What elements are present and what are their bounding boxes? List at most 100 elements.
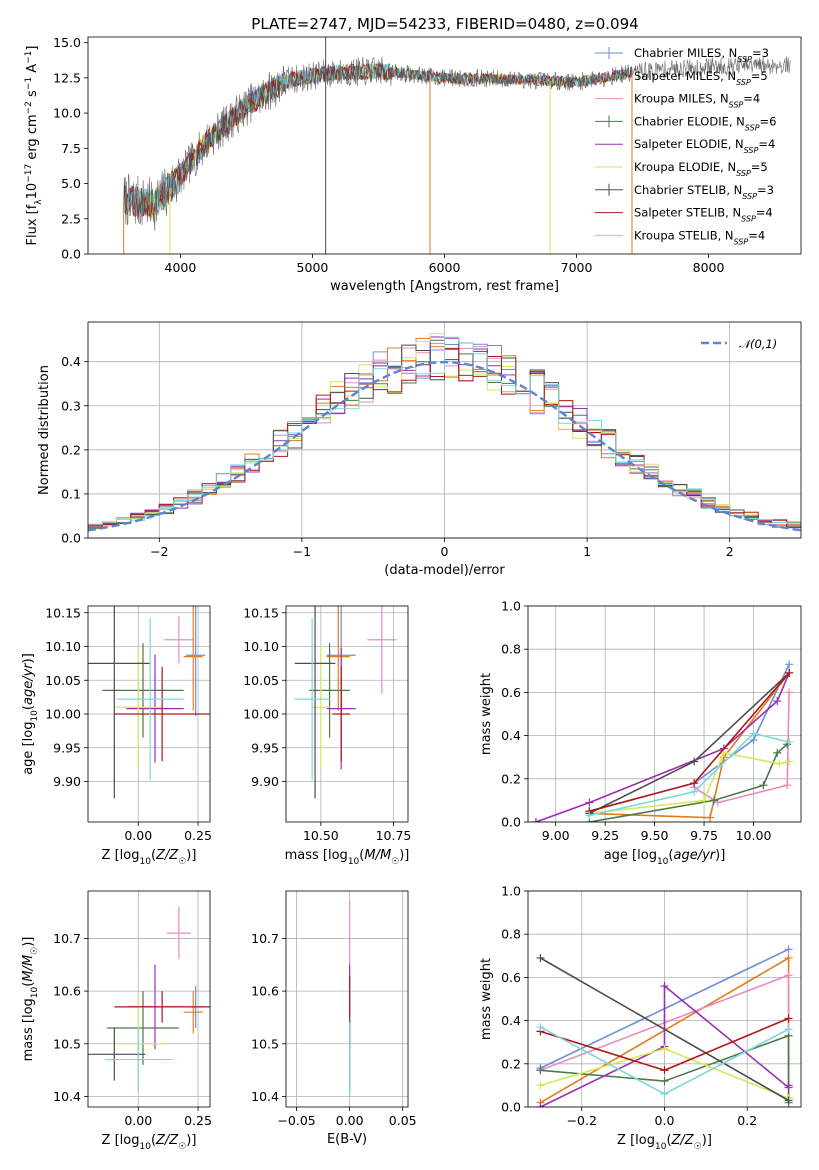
x-tick-label: 1 [583,544,591,559]
legend-entry-name: Kroupa STELIB, N [634,228,734,242]
label-part: ☉ [391,857,399,867]
y-tick-label: 7.5 [61,141,81,156]
axes-frame [285,890,409,1108]
x-tick-label: 5000 [297,260,329,275]
x-tick-label: −1 [293,544,311,559]
label-part: A [25,64,40,77]
label-part: s [25,90,40,101]
label-part: ( [666,1133,671,1148]
y-tick-label: 15.0 [53,35,81,50]
mass-weight-marker [706,813,714,822]
legend-entry-value: =4 [756,206,773,220]
y-tick-label: 0.2 [61,442,81,457]
label-part: ☉ [178,1142,186,1152]
legend-entry-name: Salpeter MILES, N [634,69,736,83]
label-part: 10 [657,857,669,867]
y-tick-label: 0.2 [501,1056,521,1071]
mass-weight-marker [784,945,793,954]
label-part: −2 [24,101,34,114]
y-tick-label: 9.90 [53,774,81,789]
label-part: Z/Z [155,848,179,863]
age_vs_mass-panel: 10.50 10.75 9.90 9.95 10.00 10.05 10.10 10.15 ma… [243,605,411,867]
axes-frame [527,890,802,1108]
observed-spectrum-line [123,56,791,231]
model-spectrum-line [123,63,633,217]
y-tick-label: 10.4 [251,1089,279,1104]
mass-weight-marker [784,1014,793,1023]
mass-weight-marker [783,781,792,790]
legend-entry: Chabrier MILES, NSSP=3 [634,46,769,64]
mass-weight-marker [784,971,793,980]
x-tick-label: 7000 [561,260,593,275]
y-tick-label: 9.95 [53,740,81,755]
mass-weight-marker [785,757,794,766]
y-tick-label: 10.00 [45,707,81,722]
y-tick-label: 10.05 [45,673,81,688]
spectrum-plot-area [123,37,791,254]
y-tick-label: 10.7 [53,931,81,946]
mass_vs_Z-plot-area [88,906,210,1092]
weights_vs_age-plot-area [531,660,794,822]
residuals-panel: −2 −1 0 1 2 0.0 0.1 0.2 0.3 0.4 (data-model)/error… [37,321,802,578]
x-tick-label: −0.05 [277,1113,315,1128]
x-tick-label: 9.00 [542,828,570,843]
x-axis-label: mass [log10(M/M☉)] [285,848,410,867]
mass-weight-marker [536,1103,545,1107]
x-axis-label: Z [log10(Z/Z☉)] [102,1133,197,1152]
weights_vs_Z-plot-area [536,945,793,1107]
y-tick-label: 0.8 [501,642,521,657]
mass-weight-marker [709,796,718,805]
mass_vs_EBV-panel: −0.05 0.00 0.05 10.4 10.5 10.6 10.7 E(B-V) [251,890,417,1147]
x-tick-label: −2 [150,544,168,559]
x-tick-label: 6000 [429,260,461,275]
y-tick-label: 10.5 [53,1036,81,1051]
mass_vs_Z-grid [88,891,210,1107]
axes-frame [87,36,802,255]
label-part: ] [25,46,40,51]
label-part: age [log [21,722,36,775]
y-tick-label: 0.3 [61,398,81,413]
y-tick-label: 0.1 [61,486,81,501]
y-tick-label: 0.0 [61,247,81,262]
y-tick-label: 0.4 [61,354,81,369]
mass_vs_EBV-grid [286,891,408,1107]
legend-entry: Salpeter MILES, NSSP=5 [634,69,768,87]
label-part: )] [399,848,409,863]
label-part: 10 [25,183,40,200]
legend-entry: 𝒩(0,1) [739,337,777,351]
y-axis-label: Normed distribution [37,365,52,495]
x-tick-label: 0.00 [124,1113,152,1128]
mass-weight-marker [531,818,540,822]
legend-entry: Chabrier STELIB, NSSP=3 [634,183,774,201]
x-axis-label: E(B-V) [327,1132,367,1147]
label-part: Z/Z [671,1133,695,1148]
residuals-plot-area [88,333,801,532]
y-tick-label: 10.5 [251,1036,279,1051]
x-tick-label: 0.25 [184,1113,212,1128]
label-part: ( [151,1133,156,1148]
x-tick-label: 0.0 [655,1113,675,1128]
label-part: )] [21,937,36,947]
x-tick-label: 0.25 [184,828,212,843]
y-axis-label: mass weight [479,958,494,1040]
label-part: ☉ [30,947,40,955]
legend-entry: Chabrier ELODIE, NSSP=6 [634,114,776,131]
age_vs_mass-plot-area [294,606,397,799]
x-tick-label: 0.00 [336,1113,364,1128]
y-tick-label: 0.0 [501,1100,521,1115]
label-part: Z/Z [155,1133,179,1148]
legend-entry: Kroupa MILES, NSSP=4 [634,92,760,110]
label-part: ( [359,848,364,863]
y-tick-label: 0.8 [501,927,521,942]
mass-weight-marker [700,796,709,805]
mass-weight-marker [536,1066,545,1075]
x-axis-label: Z [log10(Z/Z☉)] [617,1133,712,1152]
label-part: Z [log [617,1133,655,1148]
legend-entry-value: =3 [757,183,774,197]
label-part: Z [log [102,1133,140,1148]
mass-weight-marker [759,781,768,790]
label-part: age [log [604,848,657,863]
y-tick-label: 0.6 [501,685,521,700]
y-tick-label: 10.10 [45,639,81,654]
